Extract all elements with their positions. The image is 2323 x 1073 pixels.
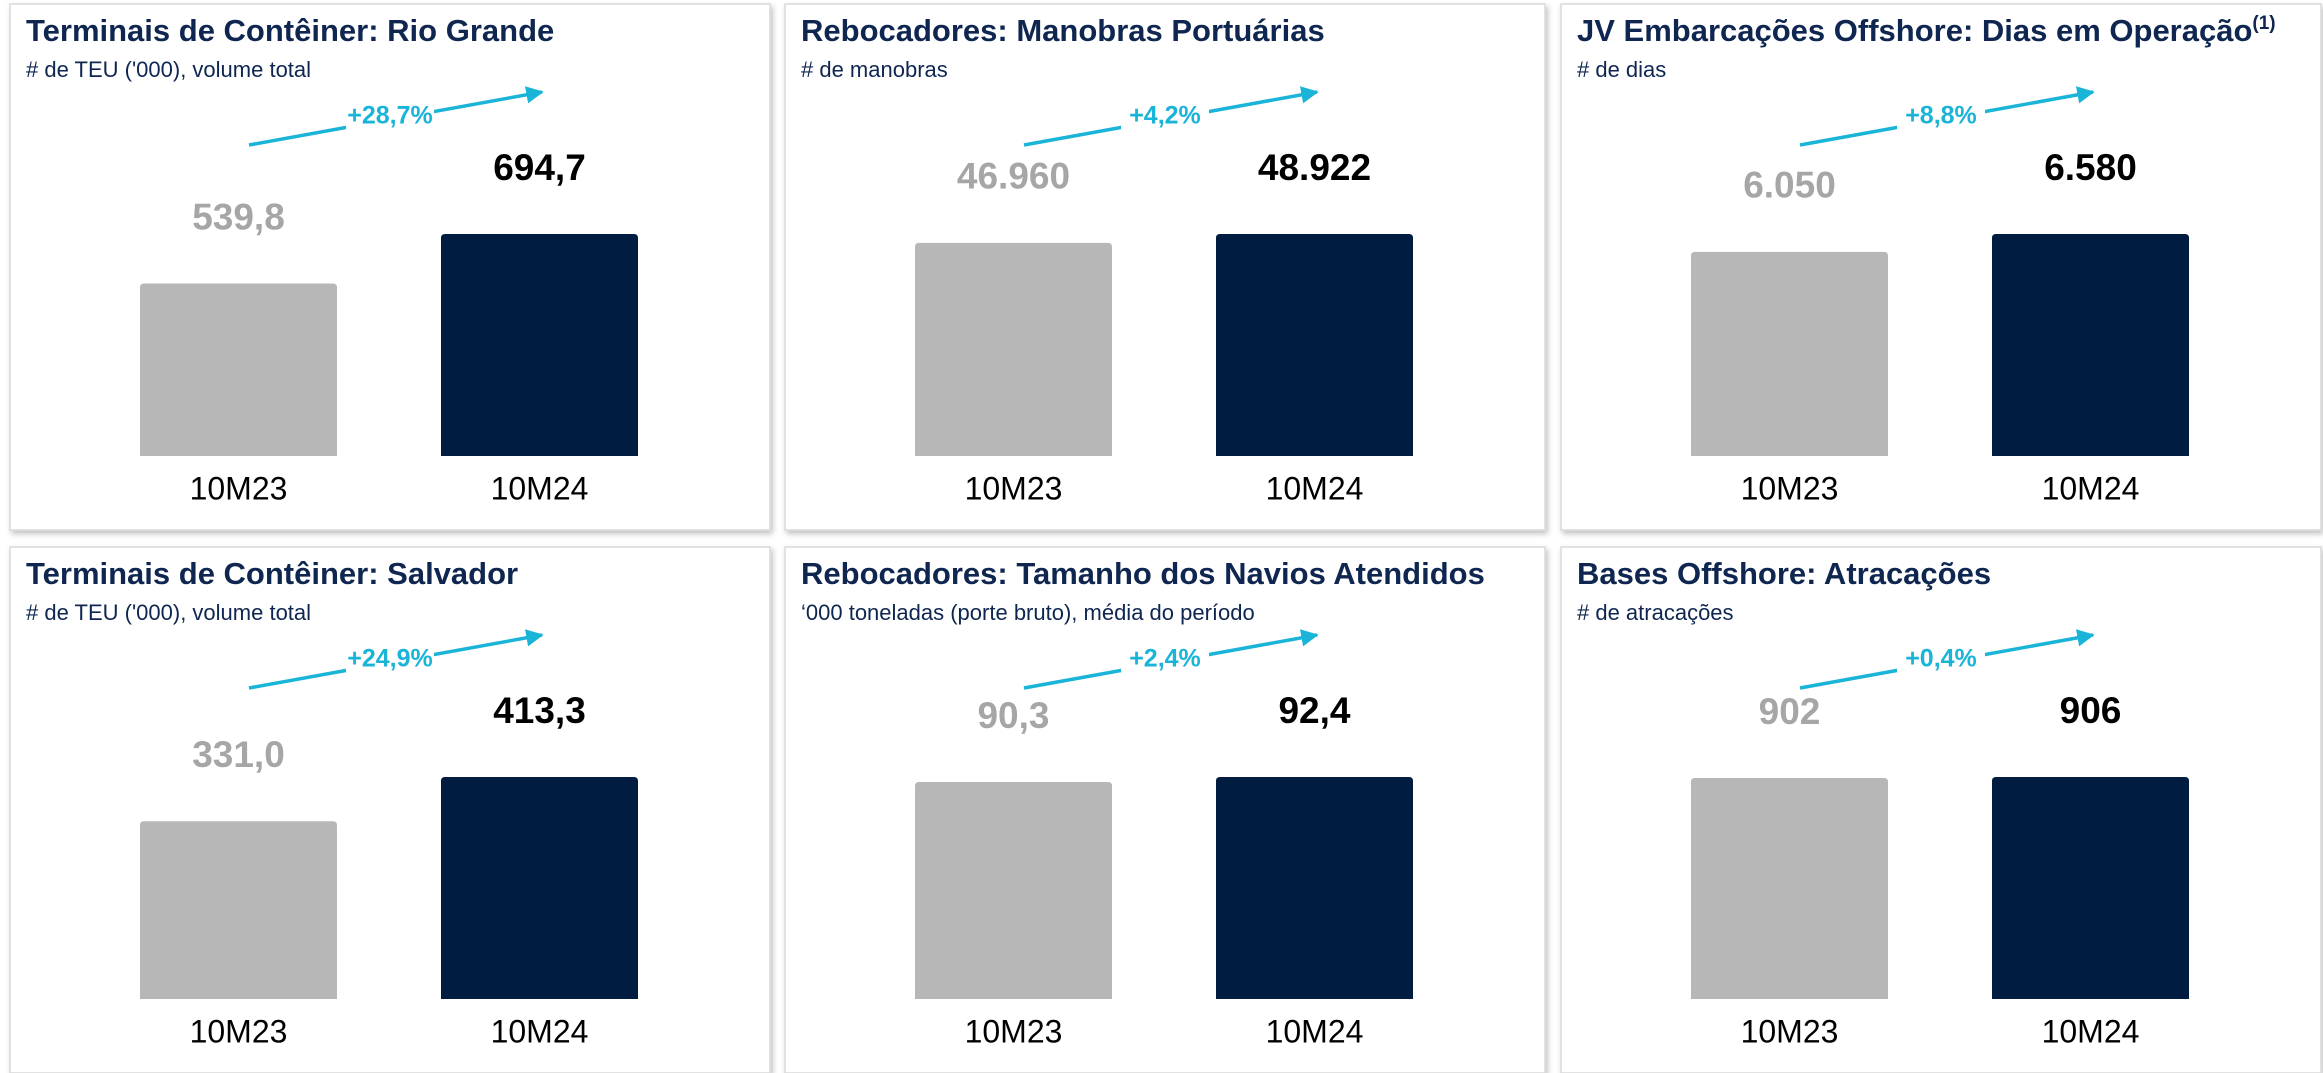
panel-background (9, 3, 771, 531)
chart-panel: Bases Offshore: Atracações # de atracaçõe… (1560, 546, 2322, 1073)
chart-title: Terminais de Contêiner: Rio Grande (26, 13, 554, 48)
chart-title: JV Embarcações Offshore: Dias em Operaçã… (1577, 13, 2276, 48)
category-label: 10M23 (190, 470, 288, 506)
value-label: 92,4 (1278, 690, 1350, 731)
panel-background (9, 546, 771, 1073)
bar (140, 283, 337, 456)
title-superscript: (1) (2252, 13, 2275, 34)
growth-annotation: +24,9% (347, 645, 433, 673)
value-label: 90,3 (977, 695, 1049, 736)
chart-subtitle: ‘000 toneladas (porte bruto), média do p… (801, 600, 1255, 625)
chart-subtitle: # de atracações (1577, 600, 1734, 625)
annotation-background (346, 103, 434, 129)
chart-subtitle: # de TEU ('000), volume total (26, 57, 311, 82)
panel-background (784, 3, 1546, 531)
value-label: 902 (1759, 691, 1821, 732)
growth-annotation: +4,2% (1129, 102, 1201, 130)
chart-panel: Terminais de Contêiner: Salvador # de TEU… (9, 546, 771, 1073)
bar (1992, 777, 2189, 999)
value-label: 906 (2060, 690, 2122, 731)
category-label: 10M24 (1266, 1013, 1364, 1049)
category-label: 10M23 (965, 470, 1063, 506)
growth-annotation: +2,4% (1129, 645, 1201, 673)
value-label: 413,3 (493, 690, 586, 731)
annotation-background (1897, 646, 1985, 672)
chart-panel: Terminais de Contêiner: Rio Grande # de T… (9, 3, 771, 531)
category-label: 10M24 (491, 1013, 589, 1049)
category-label: 10M23 (1741, 1013, 1839, 1049)
chart-panel: JV Embarcações Offshore: Dias em Operaçã… (1560, 3, 2322, 531)
chart-subtitle: # de dias (1577, 57, 1666, 82)
bar (1216, 234, 1413, 456)
category-label: 10M24 (2042, 470, 2140, 506)
chart-title-text: Bases Offshore: Atracações (1577, 556, 1991, 591)
chart-title-text: Rebocadores: Tamanho dos Navios Atendido… (801, 556, 1485, 591)
chart-title-text: Terminais de Contêiner: Salvador (26, 556, 518, 591)
value-label: 46.960 (957, 156, 1070, 197)
value-label: 331,0 (192, 734, 285, 775)
panel-background (784, 546, 1546, 1073)
bar (441, 777, 638, 999)
annotation-background (1121, 103, 1209, 129)
bar (915, 782, 1112, 999)
value-label: 694,7 (493, 147, 586, 188)
value-label: 48.922 (1258, 147, 1371, 188)
category-label: 10M24 (1266, 470, 1364, 506)
chart-subtitle: # de manobras (801, 57, 948, 82)
value-label: 6.050 (1743, 165, 1836, 206)
category-label: 10M23 (965, 1013, 1063, 1049)
chart-title-text: JV Embarcações Offshore: Dias em Operaçã… (1577, 13, 2252, 48)
chart-title: Bases Offshore: Atracações (1577, 556, 1991, 591)
bar (1691, 251, 1888, 456)
bar (1992, 234, 2189, 456)
annotation-background (1897, 103, 1985, 129)
chart-title: Rebocadores: Tamanho dos Navios Atendido… (801, 556, 1485, 591)
chart-subtitle: # de TEU ('000), volume total (26, 600, 311, 625)
category-label: 10M24 (2042, 1013, 2140, 1049)
annotation-background (346, 646, 434, 672)
bar (441, 234, 638, 456)
annotation-background (1121, 646, 1209, 672)
panel-background (1560, 3, 2322, 531)
chart-title: Terminais de Contêiner: Salvador (26, 556, 518, 591)
category-label: 10M23 (1741, 470, 1839, 506)
growth-annotation: +8,8% (1905, 102, 1977, 130)
chart-panel: Rebocadores: Manobras Portuárias # de man… (784, 3, 1546, 531)
chart-panel: Rebocadores: Tamanho dos Navios Atendido… (784, 546, 1546, 1073)
growth-annotation: +0,4% (1905, 645, 1977, 673)
panel-background (1560, 546, 2322, 1073)
chart-title-text: Rebocadores: Manobras Portuárias (801, 13, 1325, 48)
bar (1691, 777, 1888, 999)
bar (140, 821, 337, 999)
value-label: 539,8 (192, 196, 285, 237)
category-label: 10M23 (190, 1013, 288, 1049)
bar (915, 242, 1112, 456)
chart-title-text: Terminais de Contêiner: Rio Grande (26, 13, 554, 48)
growth-annotation: +28,7% (347, 102, 433, 130)
chart-title: Rebocadores: Manobras Portuárias (801, 13, 1325, 48)
category-label: 10M24 (491, 470, 589, 506)
bar (1216, 777, 1413, 999)
value-label: 6.580 (2044, 147, 2137, 188)
